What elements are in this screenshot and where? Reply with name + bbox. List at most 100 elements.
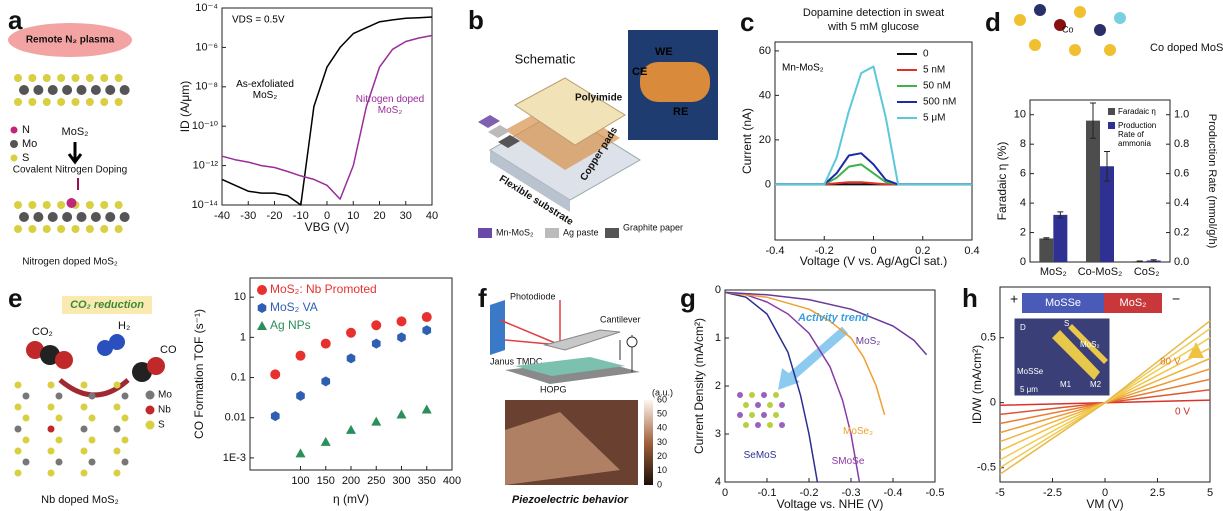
panel-letter: f xyxy=(478,283,487,313)
marker xyxy=(396,409,407,419)
atom xyxy=(779,402,785,408)
atom xyxy=(71,74,80,82)
laser xyxy=(499,319,561,346)
atom xyxy=(113,403,121,411)
legend-label: Faradaic η xyxy=(1118,107,1156,116)
diagram-text: CO₂ reduction xyxy=(70,299,144,311)
y-tick-label: 1 xyxy=(715,332,721,344)
diagram-text: Co xyxy=(1062,24,1074,34)
marker xyxy=(371,416,382,426)
inset-label: D xyxy=(1020,323,1026,332)
atom xyxy=(22,414,30,422)
atom xyxy=(97,340,113,356)
diagram-text: Nb doped MoS₂ xyxy=(41,494,119,506)
legend-label: 0 xyxy=(923,49,929,60)
y2-tick-label: 0.4 xyxy=(1174,197,1189,209)
atom xyxy=(1069,44,1081,56)
inset-label: MoS₂ xyxy=(1080,340,1100,349)
y-tick-label: 20 xyxy=(759,134,771,146)
diagram-text: Photodiode xyxy=(510,291,556,301)
y-tick-label: 6 xyxy=(1020,168,1026,180)
atom xyxy=(100,74,109,82)
error-bar xyxy=(1136,260,1143,263)
atom xyxy=(100,98,109,106)
atom xyxy=(14,447,22,455)
y-tick-label: 4 xyxy=(715,476,721,488)
colorbar-tick-label: 60 xyxy=(657,394,667,404)
atom xyxy=(19,85,29,95)
diagram-text: Remote N₂ plasma xyxy=(26,35,115,46)
atom xyxy=(773,392,779,398)
atom xyxy=(119,212,130,222)
y-tick-label: 0 xyxy=(715,284,721,296)
colorbar-tick-label: 40 xyxy=(657,423,667,433)
marker xyxy=(346,353,356,364)
atom xyxy=(121,414,129,422)
atom xyxy=(1104,44,1116,56)
atom xyxy=(773,412,779,418)
cantilever xyxy=(543,329,621,351)
atom xyxy=(88,392,96,400)
legend-dot xyxy=(145,420,155,430)
atom xyxy=(755,402,761,408)
y-tick-label: 10⁻¹⁰ xyxy=(192,120,219,132)
y-tick-label: 4 xyxy=(1020,197,1026,209)
y-tick-label: 0 xyxy=(1020,256,1026,268)
x-tick-label: 0 xyxy=(1102,487,1108,499)
annotation: Mn-MoS₂ xyxy=(782,63,824,74)
atom xyxy=(80,403,88,411)
electrode xyxy=(478,115,500,128)
x-tick-label: 0 xyxy=(722,487,728,499)
x-tick-label: 400 xyxy=(443,475,461,487)
atom xyxy=(80,381,88,389)
atom xyxy=(85,74,94,82)
diagram-text: Schematic xyxy=(515,51,576,66)
label-box xyxy=(62,296,152,314)
atom xyxy=(80,447,88,455)
y2-tick-label: 0.0 xyxy=(1174,256,1189,268)
x-tick-label: -0.2 xyxy=(815,245,834,257)
y-tick-label: 40 xyxy=(759,89,771,101)
atom xyxy=(761,392,767,398)
marker xyxy=(422,325,432,336)
atom xyxy=(57,201,66,209)
series-label: As-exfoliated MoS₂ xyxy=(236,79,294,101)
legend-label: Ag NPs xyxy=(270,318,311,332)
diagram-text: Mo xyxy=(22,138,37,150)
colorbar-tick-label: 0 xyxy=(657,479,662,489)
diagram-text: Cantilever xyxy=(600,314,641,324)
marker xyxy=(270,411,280,422)
legend-label: Production Rate of ammonia xyxy=(1118,121,1157,148)
diagram-text: Mn-MoS₂ xyxy=(496,227,534,237)
diagram-text: MoS₂ xyxy=(1120,297,1147,309)
atom xyxy=(1114,12,1126,24)
marker xyxy=(296,390,305,401)
atom xyxy=(119,85,130,95)
atom xyxy=(14,425,22,433)
atom xyxy=(1074,6,1086,18)
atom xyxy=(105,212,116,222)
atom xyxy=(28,225,37,233)
data-line xyxy=(724,291,861,483)
panel-letter: d xyxy=(985,7,1001,37)
legend-label: 5 nM xyxy=(923,65,945,76)
atom xyxy=(62,85,73,95)
atom xyxy=(100,225,109,233)
data-line xyxy=(221,16,433,206)
y-tick-label: 0.1 xyxy=(231,371,246,383)
annotation: Activity trend xyxy=(797,312,869,324)
data-line xyxy=(775,163,972,186)
afm-image xyxy=(505,412,620,485)
atom xyxy=(42,201,51,209)
atom xyxy=(761,412,767,418)
legend-dot xyxy=(10,154,18,162)
marker xyxy=(257,321,267,330)
atom xyxy=(47,469,55,477)
atom xyxy=(755,422,761,428)
y-axis-label: ID/W (mA/cm²) xyxy=(970,345,984,424)
inset-label: M2 xyxy=(1090,380,1102,389)
inset-label: 5 μm xyxy=(1020,385,1038,394)
atom xyxy=(19,212,29,222)
y-tick-label: 1 xyxy=(240,331,246,343)
